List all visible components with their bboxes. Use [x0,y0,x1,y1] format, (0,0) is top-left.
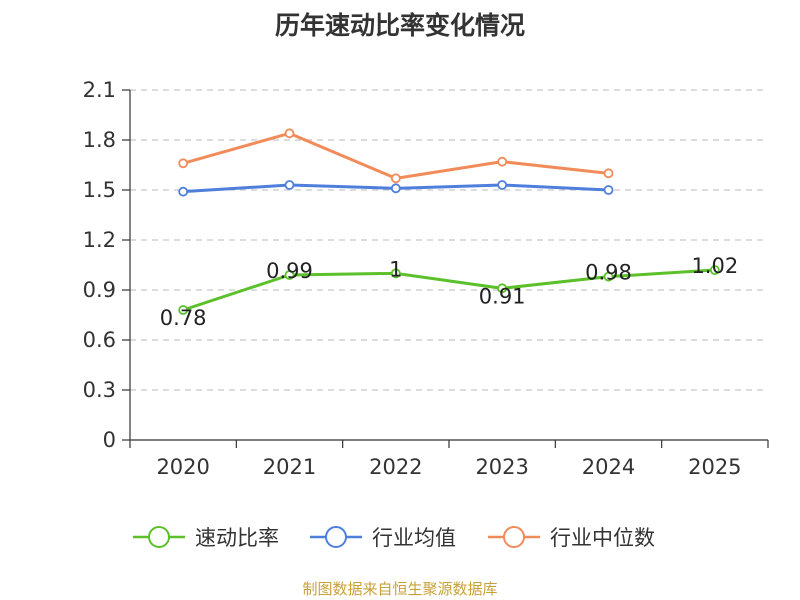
data-label-2020: 0.78 [160,306,207,330]
x-tick-label-2023: 2023 [475,455,528,479]
legend-marker-2 [503,526,525,548]
data-point-s2-2022 [390,173,401,184]
x-tick-label-2021: 2021 [263,455,316,479]
legend-label-0: 速动比率 [195,526,279,550]
data-source-note: 制图数据来自恒生聚源数据库 [302,580,498,598]
data-point-s1-2020 [178,186,189,197]
data-point-s0-2024 [603,271,614,282]
data-label-2024: 0.98 [585,261,632,285]
chart-title: 历年速动比率变化情况 [274,11,525,40]
x-tick-label-2025: 2025 [688,455,741,479]
y-tick-label-2: 0.6 [83,328,116,352]
data-point-s0-2021 [284,270,295,280]
y-tick-label-1: 0.3 [83,378,116,402]
legend-marker-1 [325,526,347,548]
data-label-2025: 1.02 [691,254,738,278]
data-point-s1-2023 [497,180,508,190]
data-point-s0-2020 [178,305,189,315]
data-point-s2-2021 [284,128,295,139]
data-point-s2-2023 [497,156,508,167]
legend-marker-0 [148,526,170,548]
series-line-0 [182,268,715,312]
data-point-s2-2020 [178,158,189,169]
data-point-s1-2024 [603,185,614,195]
data-point-s0-2023 [497,283,508,294]
legend-label-1: 行业均值 [372,526,456,550]
y-tick-label-6: 1.8 [83,128,116,152]
data-label-2023: 0.91 [479,284,526,308]
data-point-s0-2025 [709,265,720,275]
data-point-s0-2022 [390,268,401,279]
x-tick-label-2022: 2022 [369,455,422,479]
data-point-s2-2024 [603,168,614,179]
legend-label-2: 行业中位数 [550,526,655,550]
y-tick-label-4: 1.2 [83,228,116,252]
y-tick-label-7: 2.1 [83,78,116,102]
data-label-2022: 1 [389,257,402,281]
y-tick-label-0: 0 [103,428,116,452]
x-tick-label-2024: 2024 [582,455,635,479]
y-tick-label-5: 1.5 [83,178,116,202]
data-point-s1-2022 [390,183,401,194]
data-label-2021: 0.99 [266,259,313,283]
x-tick-label-2020: 2020 [156,455,209,479]
data-point-s1-2021 [284,180,295,190]
y-tick-label-3: 0.9 [83,278,116,302]
